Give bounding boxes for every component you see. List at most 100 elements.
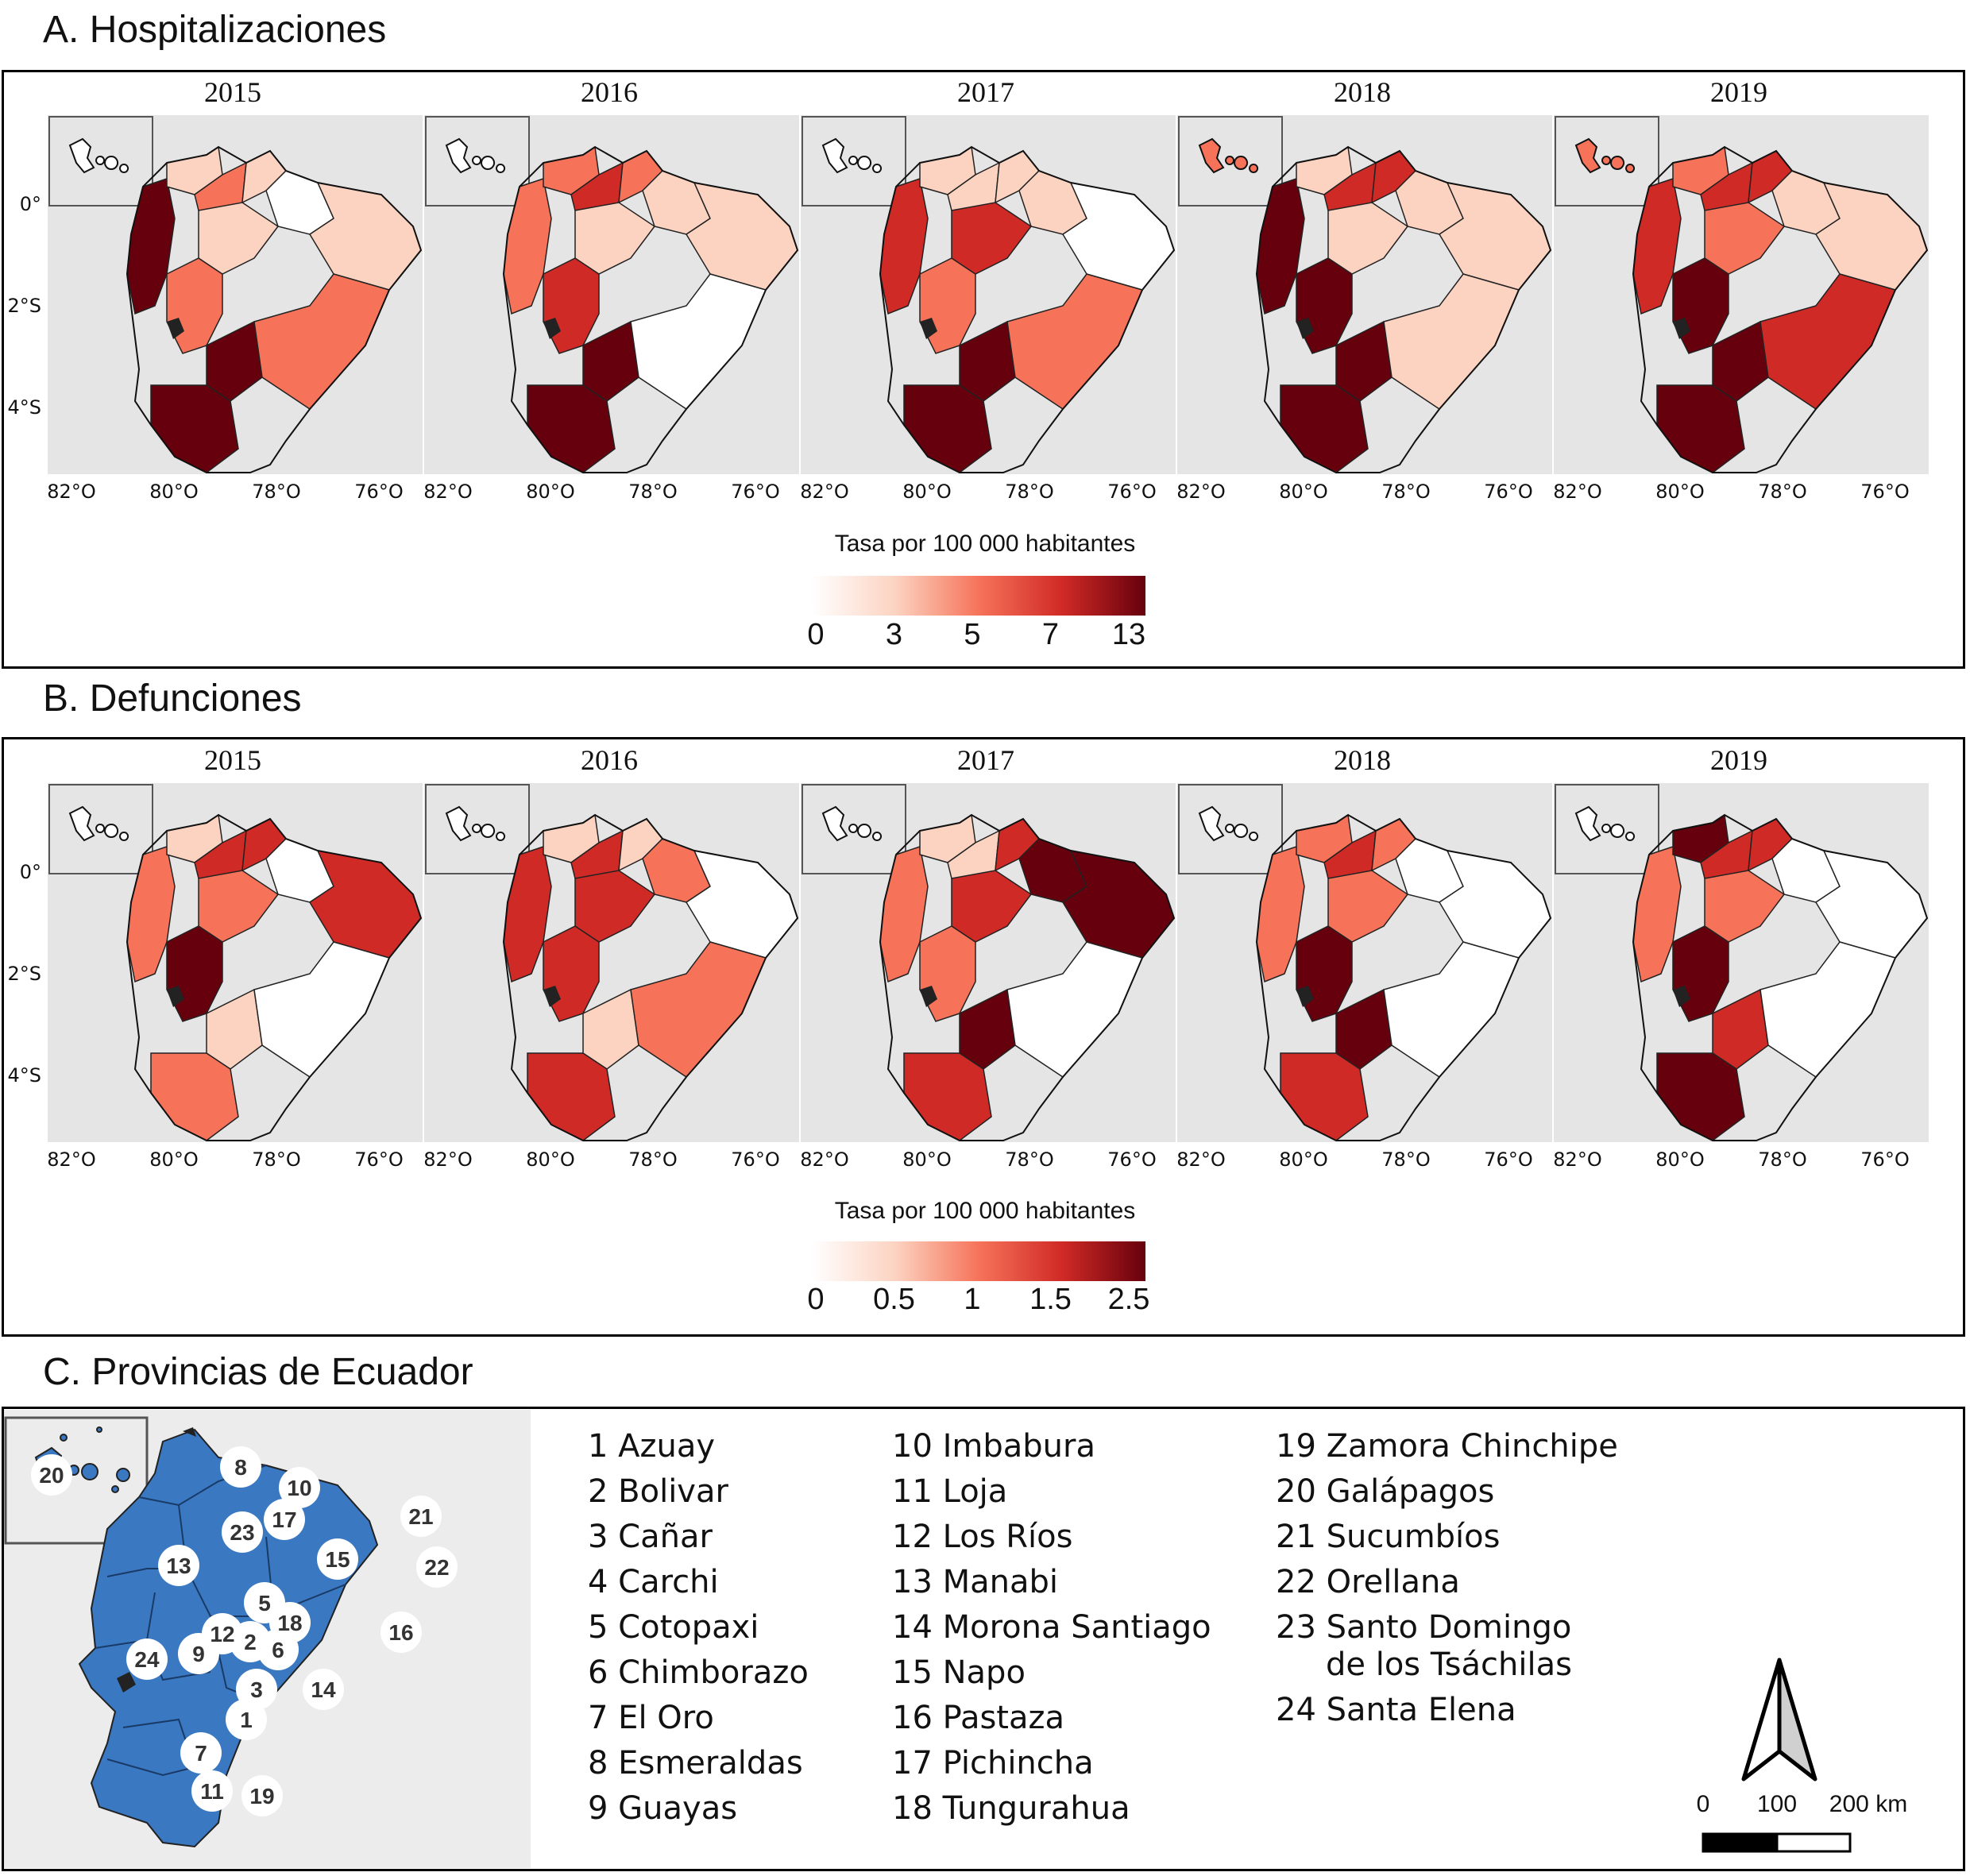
province-number-text: 2 [244, 1630, 257, 1654]
lon-tick-label: 80°O [1279, 1148, 1327, 1171]
gulf-islands [920, 318, 937, 339]
province-number-text: 22 [424, 1555, 449, 1580]
lon-tick-label: 82°O [1177, 1148, 1226, 1171]
province-number-badge [380, 1612, 422, 1653]
province-number-badge [31, 1454, 72, 1496]
def-frame [2, 737, 1965, 1337]
lon-tick-label: 76°O [1484, 481, 1532, 503]
guayas-islands [117, 1672, 136, 1693]
lon-tick-label: 78°O [628, 481, 677, 503]
year-map-panel: 82°O 80°O 78°O 76°O [424, 783, 799, 1171]
year-map-panel: 82°O 80°O 78°O 76°O [1554, 115, 1929, 503]
province-number-text: 8 [234, 1455, 247, 1480]
year-label: 2017 [957, 76, 1014, 108]
lon-tick-label: 76°O [1860, 481, 1909, 503]
legend-tick-label: 13 [1111, 618, 1146, 651]
province-region [582, 320, 639, 402]
lon-tick-label: 76°O [354, 1148, 403, 1171]
legend-tick-label: 5 [964, 618, 981, 651]
lon-tick-label: 76°O [731, 481, 779, 503]
province-number-text: 6 [272, 1638, 284, 1662]
galapagos-shape [821, 137, 883, 174]
gulf-islands [543, 318, 561, 339]
province-number-text: 1 [240, 1708, 253, 1732]
galapagos-shape [1574, 137, 1636, 174]
province-item: 15 Napo [892, 1654, 1026, 1691]
galapagos-shape [68, 805, 129, 842]
gulf-islands [920, 986, 937, 1007]
legend-tick-label: 1.5 [1029, 1283, 1072, 1316]
province-region [1327, 870, 1409, 943]
province-number-text: 16 [388, 1620, 413, 1645]
year-label: 2016 [581, 76, 638, 108]
province-item: 11 Loja [892, 1473, 1008, 1510]
province-number-text: 5 [258, 1591, 271, 1615]
province-item: 13 Manabi [892, 1564, 1059, 1600]
country-outline [502, 145, 799, 473]
province-item: 18 Tungurahua [892, 1790, 1130, 1827]
lon-tick-label: 78°O [1758, 1148, 1806, 1171]
province-number-text: 17 [272, 1507, 296, 1532]
lat-tick-label: 4°S [8, 1064, 41, 1087]
province-number-text: 23 [230, 1520, 254, 1545]
province-item: 24 Santa Elena [1276, 1692, 1516, 1728]
lat-tick-label: 2°S [8, 295, 41, 317]
legend-tick-label: 0 [807, 1283, 825, 1316]
province-region [1704, 202, 1786, 275]
province-list-col2: 10 Imbabura 11 Loja 12 Los Ríos 13 Manab… [892, 1424, 1211, 1832]
lon-tick-label: 82°O [424, 1148, 473, 1171]
year-label: 2016 [581, 744, 638, 776]
legend-tick-label: 3 [885, 618, 903, 651]
province-region [574, 870, 656, 943]
year-label: 2015 [204, 76, 261, 108]
province-item: 10 Imbabura [892, 1428, 1095, 1465]
lon-tick-label: 80°O [149, 481, 198, 503]
province-number-text: 15 [325, 1547, 350, 1572]
province-number-text: 18 [277, 1611, 302, 1635]
province-number-text: 12 [210, 1622, 234, 1646]
country-outline [879, 145, 1176, 473]
province-list-col1: 1 Azuay 2 Bolivar 3 Cañar 4 Carchi 5 Cot… [588, 1424, 809, 1832]
lon-tick-label: 78°O [1005, 481, 1053, 503]
province-item: 19 Zamora Chinchipe [1276, 1428, 1618, 1465]
section-b-title: B. Defunciones [43, 677, 302, 720]
lon-tick-label: 82°O [424, 481, 473, 503]
province-region [1335, 988, 1393, 1070]
country-outline [502, 813, 799, 1141]
gulf-islands [543, 986, 561, 1007]
province-region [951, 202, 1033, 275]
year-map-panel: 82°O 80°O 78°O 76°O [1177, 783, 1552, 1171]
country-outline [879, 813, 1176, 1141]
province-number-badge [236, 1669, 277, 1710]
province-number-badge [220, 1446, 261, 1488]
country-outline [1255, 145, 1552, 473]
province-number-badge [416, 1546, 458, 1588]
lon-tick-label: 78°O [1381, 481, 1430, 503]
country-outline [1632, 145, 1929, 473]
gulf-islands [1296, 986, 1314, 1007]
province-region [206, 988, 263, 1070]
lon-tick-label: 82°O [801, 481, 849, 503]
lon-tick-label: 82°O [1177, 481, 1226, 503]
def-legend-title: Tasa por 100 000 habitantes [834, 1198, 1136, 1224]
province-number-badge [400, 1496, 442, 1537]
lon-tick-label: 76°O [1860, 1148, 1909, 1171]
section-a-title: A. Hospitalizaciones [43, 9, 387, 51]
province-region [582, 988, 639, 1070]
province-number-badge [158, 1545, 199, 1586]
province-region [206, 320, 263, 402]
carchi-tip [183, 1427, 196, 1437]
province-item: 7 El Oro [588, 1700, 714, 1736]
legend-tick-label: 1 [964, 1283, 981, 1316]
province-region [959, 320, 1016, 402]
lat-tick-label: 4°S [8, 396, 41, 419]
def-legend-colorbar [812, 1241, 1145, 1281]
province-number-text: 9 [192, 1642, 205, 1666]
lon-tick-label: 80°O [902, 1148, 951, 1171]
lon-tick-label: 80°O [1655, 1148, 1704, 1171]
province-item: 20 Galápagos [1276, 1473, 1495, 1510]
lon-tick-label: 82°O [1554, 1148, 1602, 1171]
country-outline [1255, 813, 1552, 1141]
lon-tick-label: 78°O [1758, 481, 1806, 503]
province-number-badge [191, 1770, 233, 1812]
